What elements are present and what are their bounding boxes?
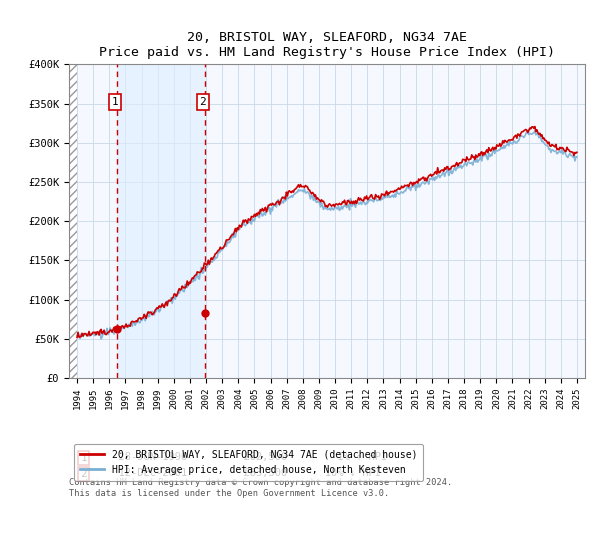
Bar (69, 64, 77, 378)
Title: 20, BRISTOL WAY, SLEAFORD, NG34 7AE
Price paid vs. HM Land Registry's House Pric: 20, BRISTOL WAY, SLEAFORD, NG34 7AE Pric… (99, 31, 555, 59)
Text: 2: 2 (199, 97, 206, 107)
Text: 2: 2 (80, 469, 87, 479)
Text: 12-DEC-2001         £83,500      10% ↓ HPI: 12-DEC-2001 £83,500 10% ↓ HPI (106, 468, 381, 478)
Text: 28-JUN-1996         £62,500        1% ↑ HPI: 28-JUN-1996 £62,500 1% ↑ HPI (106, 452, 388, 462)
Text: Contains HM Land Registry data © Crown copyright and database right 2024.
This d: Contains HM Land Registry data © Crown c… (69, 478, 452, 498)
Legend: 20, BRISTOL WAY, SLEAFORD, NG34 7AE (detached house), HPI: Average price, detach: 20, BRISTOL WAY, SLEAFORD, NG34 7AE (det… (74, 444, 423, 480)
Text: 1: 1 (112, 97, 118, 107)
Bar (117, 64, 205, 378)
Text: 1: 1 (80, 453, 87, 463)
